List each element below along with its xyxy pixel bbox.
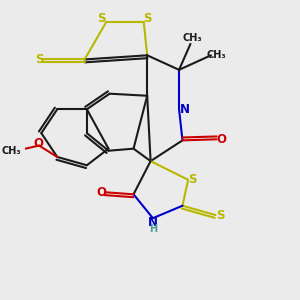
Text: N: N [148, 215, 158, 229]
Text: S: S [188, 173, 196, 186]
Text: S: S [216, 208, 225, 222]
Text: N: N [180, 103, 190, 116]
Text: S: S [35, 53, 44, 66]
Text: O: O [33, 137, 43, 150]
Text: CH₃: CH₃ [183, 33, 202, 43]
Text: O: O [216, 133, 226, 146]
Text: S: S [97, 12, 106, 25]
Text: CH₃: CH₃ [207, 50, 226, 60]
Text: S: S [143, 12, 152, 25]
Text: CH₃: CH₃ [2, 146, 21, 156]
Text: H: H [149, 224, 157, 234]
Text: O: O [96, 186, 106, 199]
